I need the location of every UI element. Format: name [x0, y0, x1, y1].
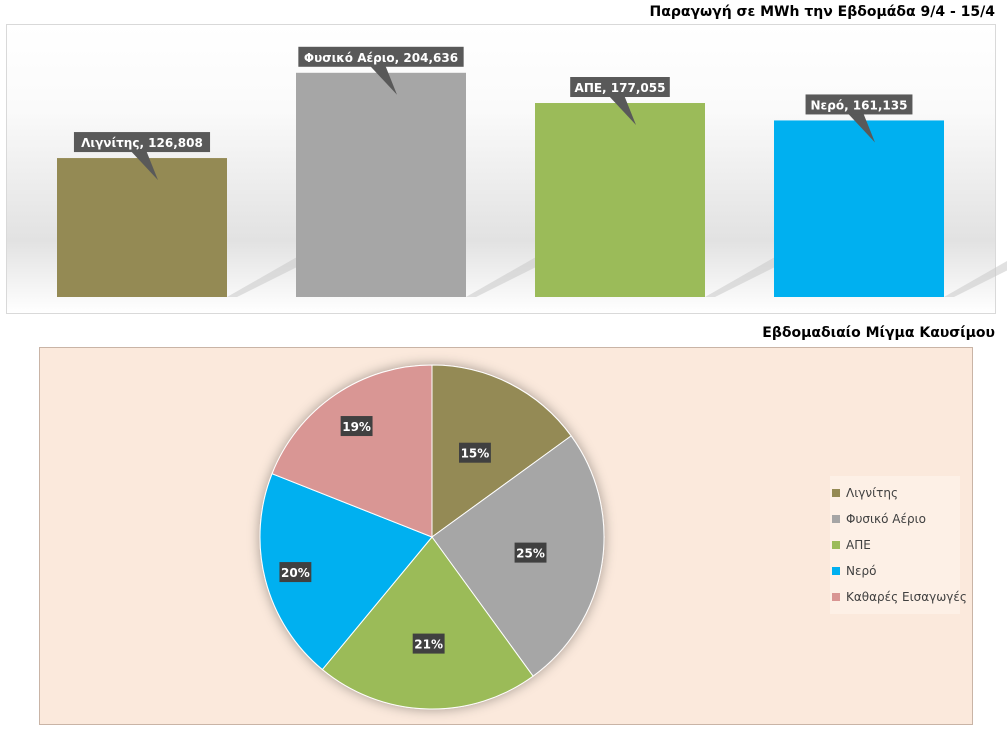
bar-shadow: [944, 261, 1007, 297]
pie-label-box: [458, 442, 491, 463]
bar-3: [535, 103, 705, 297]
legend-label: ΑΠΕ: [846, 538, 871, 552]
legend-swatch: [832, 593, 840, 601]
pie-slice-3: [321, 536, 534, 710]
bar-shadow: [227, 257, 297, 297]
legend-label: Νερό: [846, 564, 877, 578]
pie-label-box: [340, 416, 373, 437]
pie-data-label: 19%: [342, 420, 371, 434]
pie-label-box: [514, 542, 547, 563]
bar-data-label: ΑΠΕ, 177,055: [575, 81, 666, 95]
legend-swatch: [832, 567, 840, 575]
pie-slice-4: [259, 473, 433, 671]
pie-label-box: [412, 633, 445, 654]
pie-slice-1: [431, 364, 572, 538]
bar-label-pointer: [608, 95, 636, 126]
pie-data-label: 21%: [414, 638, 443, 652]
bar-chart-title: Παραγωγή σε MWh την Εβδομάδα 9/4 - 15/4: [649, 4, 996, 20]
bar-label-pointer: [369, 64, 397, 95]
pie-chart: 15% 25% 21% 20% 19%: [259, 364, 605, 710]
bar-label-pointer: [847, 112, 875, 143]
legend-label: Λιγνίτης: [846, 486, 899, 500]
bar-1: [57, 158, 227, 297]
bar-data-label: Φυσικό Αέριο, 204,636: [304, 51, 458, 65]
bar-data-label: Λιγνίτης, 126,808: [81, 136, 203, 150]
bar-shadow: [466, 257, 536, 297]
pie-data-label: 15%: [461, 447, 490, 461]
bar-chart: Λιγνίτης, 126,808 Φυσικό Αέριο, 204,636 ΑΠ…: [57, 46, 1007, 297]
bar-label-box: [570, 77, 670, 98]
pie-chart-title: Εβδομαδιαίο Μίγμα Καυσίμου: [762, 325, 995, 341]
bar-2: [296, 72, 466, 297]
bar-label-box: [73, 132, 211, 153]
legend-label: Καθαρές Εισαγωγές: [846, 590, 967, 604]
legend-item: Φυσικό Αέριο: [830, 506, 960, 532]
legend-swatch: [832, 541, 840, 549]
bar-label-box: [298, 46, 464, 67]
bar-4: [774, 120, 944, 297]
pie-slice-5: [271, 364, 433, 538]
bar-label-pointer: [130, 150, 158, 181]
legend-item: Λιγνίτης: [830, 480, 960, 506]
pie-legend: Λιγνίτης Φυσικό Αέριο ΑΠΕ Νερό Καθαρές Εισαγ…: [830, 476, 967, 614]
legend-swatch: [832, 515, 840, 523]
pie-data-label: 20%: [281, 566, 310, 580]
bar-chart-area: Λιγνίτης, 126,808 Φυσικό Αέριο, 204,636 ΑΠ…: [6, 24, 1007, 314]
legend-label: Φυσικό Αέριο: [846, 512, 926, 526]
legend-item: ΑΠΕ: [830, 532, 960, 558]
pie-chart-area: 15% 25% 21% 20% 19% Λιγνίτης Φυσικό Αέριο ΑΠΕ Ν…: [39, 347, 973, 725]
pie-data-label: 25%: [516, 547, 545, 561]
bar-label-box: [805, 94, 913, 115]
legend-item: Καθαρές Εισαγωγές: [830, 584, 967, 610]
legend-swatch: [832, 489, 840, 497]
bar-data-label: Νερό, 161,135: [811, 98, 908, 112]
legend-item: Νερό: [830, 558, 960, 584]
bar-shadow: [705, 257, 775, 297]
pie-label-box: [279, 562, 312, 583]
